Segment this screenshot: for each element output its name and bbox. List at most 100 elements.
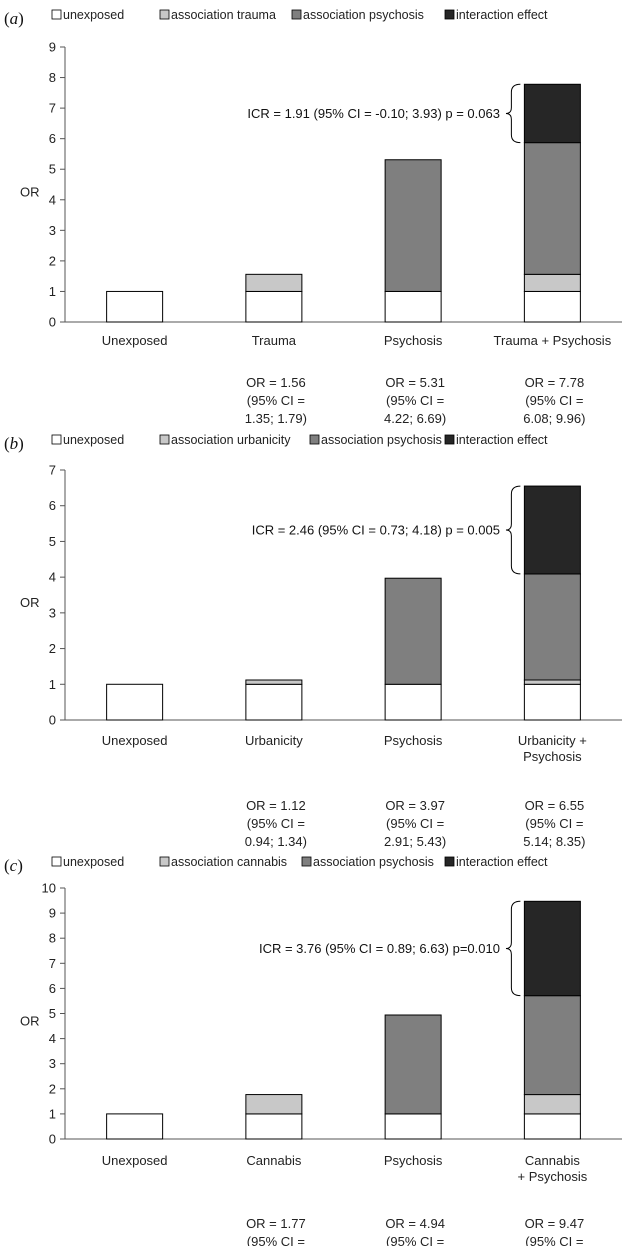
legend-swatch-1 — [159, 856, 170, 867]
y-tick-label: 9 — [49, 40, 56, 55]
legend-swatch-1 — [159, 434, 170, 445]
bar-segment-association-urbanicity — [245, 679, 303, 685]
bar-segment-association-cannabis — [523, 1094, 581, 1115]
bar-segment-association-psychosis — [523, 142, 581, 275]
panel-label-close: ) — [18, 9, 24, 28]
panel-label-letter: b — [10, 434, 19, 453]
bar-segment-unexposed — [106, 290, 164, 323]
y-tick-label: 1 — [49, 1106, 56, 1121]
bar-segment-association-psychosis — [523, 995, 581, 1096]
y-tick-label: 3 — [49, 223, 56, 238]
panel-label-letter: c — [10, 856, 18, 875]
bar-segment-association-trauma — [523, 273, 581, 292]
bar-segment-association-urbanicity — [523, 679, 581, 685]
legend-swatch-0 — [51, 9, 62, 20]
panel-label-open: ( — [4, 9, 10, 28]
legend-swatch-3 — [444, 9, 455, 20]
legend-entry: unexposed — [63, 8, 124, 22]
y-tick-label: 10 — [42, 881, 56, 896]
bar-segment-unexposed — [523, 683, 581, 721]
legend-entry: interaction effect — [456, 855, 548, 869]
legend-entry: interaction effect — [456, 8, 548, 22]
y-tick-label: 9 — [49, 906, 56, 921]
bar-segment-association-psychosis — [384, 159, 442, 292]
bar-segment-unexposed — [523, 1113, 581, 1140]
or-label: (95% CI = — [247, 1234, 305, 1246]
bar-segment-interaction-effect — [523, 83, 581, 144]
x-tick-label: Trauma — [252, 333, 297, 348]
y-tick-label: 5 — [49, 162, 56, 177]
icr-annotation: ICR = 2.46 (95% CI = 0.73; 4.18) p = 0.0… — [252, 523, 500, 538]
y-tick-label: 3 — [49, 605, 56, 620]
legend-swatch-2 — [291, 9, 302, 20]
bar-segment-association-psychosis — [384, 1014, 442, 1115]
x-tick-label: Unexposed — [102, 733, 168, 748]
or-label: 6.08; 9.96) — [523, 411, 585, 426]
legend-swatch-0 — [51, 434, 62, 445]
or-label: (95% CI = — [386, 1234, 444, 1246]
panel-label: (a) — [4, 9, 24, 28]
or-label: 4.22; 6.69) — [384, 411, 446, 426]
interaction-brace — [505, 900, 521, 997]
y-tick-label: 8 — [49, 931, 56, 946]
bar-segment-unexposed — [384, 1113, 442, 1140]
legend-swatch-3 — [444, 434, 455, 445]
y-tick-label: 5 — [49, 534, 56, 549]
or-label: OR = 1.56 — [246, 375, 306, 390]
y-tick-label: 0 — [49, 315, 56, 330]
bar-segment-interaction-effect — [523, 485, 581, 575]
x-tick-label: + Psychosis — [518, 1169, 588, 1184]
y-tick-label: 6 — [49, 131, 56, 146]
legend-entry: association psychosis — [313, 855, 434, 869]
legend-entry: association cannabis — [171, 855, 287, 869]
y-tick-label: 2 — [49, 253, 56, 268]
bar-segment-unexposed — [384, 683, 442, 721]
or-label: 2.91; 5.43) — [384, 834, 446, 849]
icr-annotation: ICR = 1.91 (95% CI = -0.10; 3.93) p = 0.… — [247, 106, 500, 121]
panel-label-open: ( — [4, 434, 10, 453]
bar-segment-association-cannabis — [245, 1094, 303, 1115]
bar-segment-unexposed — [106, 1113, 164, 1140]
bar-segment-association-psychosis — [523, 573, 581, 681]
interaction-brace — [505, 83, 521, 144]
y-axis-label: OR — [20, 185, 40, 200]
y-tick-label: 3 — [49, 1056, 56, 1071]
y-tick-label: 4 — [49, 1031, 56, 1046]
x-tick-label: Psychosis — [523, 749, 582, 764]
or-label: OR = 3.97 — [385, 798, 445, 813]
y-axis-label: OR — [20, 1014, 40, 1029]
panel-label-close: ) — [17, 856, 23, 875]
x-tick-label: Urbanicity — [245, 733, 303, 748]
y-axis-label: OR — [20, 595, 40, 610]
or-label: (95% CI = — [386, 816, 444, 831]
x-tick-label: Trauma + Psychosis — [494, 333, 612, 348]
y-tick-label: 1 — [49, 677, 56, 692]
bar-segment-association-trauma — [245, 273, 303, 292]
bar-segment-association-psychosis — [384, 577, 442, 685]
or-label: 5.14; 8.35) — [523, 834, 585, 849]
or-label: OR = 5.31 — [385, 375, 445, 390]
legend-entry: association trauma — [171, 8, 276, 22]
y-tick-label: 4 — [49, 192, 56, 207]
y-tick-label: 6 — [49, 498, 56, 513]
legend-swatch-3 — [444, 856, 455, 867]
or-label: OR = 1.12 — [246, 798, 306, 813]
or-label: (95% CI = — [525, 393, 583, 408]
bar-segment-unexposed — [245, 683, 303, 721]
x-tick-label: Cannabis — [525, 1153, 580, 1168]
x-tick-label: Unexposed — [102, 333, 168, 348]
legend-entry: interaction effect — [456, 433, 548, 447]
legend-entry: association psychosis — [321, 433, 442, 447]
panel-label: (b) — [4, 434, 24, 453]
y-tick-label: 2 — [49, 641, 56, 656]
or-label: (95% CI = — [247, 816, 305, 831]
bar-segment-unexposed — [523, 290, 581, 323]
x-tick-label: Unexposed — [102, 1153, 168, 1168]
legend-entry: association psychosis — [303, 8, 424, 22]
y-tick-label: 6 — [49, 981, 56, 996]
y-tick-label: 2 — [49, 1081, 56, 1096]
bar-segment-interaction-effect — [523, 900, 581, 997]
interaction-brace — [505, 485, 521, 575]
panel-b: (b) unexposed association urbanicity associ… — [4, 433, 622, 849]
